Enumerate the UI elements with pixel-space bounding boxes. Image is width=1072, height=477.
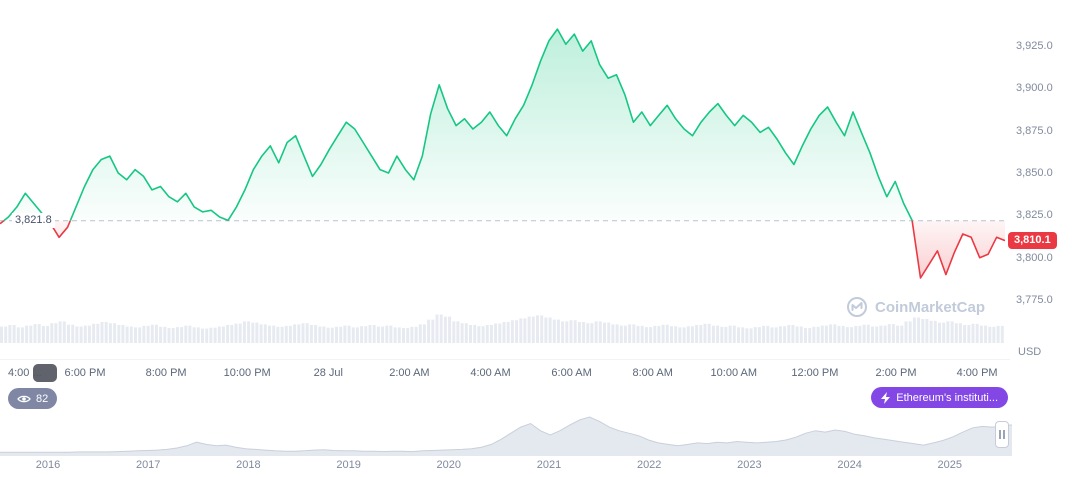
volume-bars — [0, 314, 1004, 343]
previous-close-label: 3,821.8 — [12, 212, 55, 228]
currency-unit-label: USD — [1018, 346, 1042, 358]
x-axis-label: 10:00 PM — [223, 367, 271, 379]
navigator-resize-handle[interactable] — [995, 421, 1009, 448]
watermark-text: CoinMarketCap — [875, 298, 986, 316]
coinmarketcap-logo-icon — [847, 297, 867, 317]
time-axis[interactable]: 4:00 ... 6:00 PM 8:00 PM 10:00 PM 28 Jul 2:00… — [0, 359, 1010, 386]
watchers-badge[interactable]: 82 — [8, 388, 58, 409]
navigator-year-label: 2016 — [35, 459, 61, 471]
coinmarketcap-watermark: CoinMarketCap — [846, 296, 985, 318]
y-axis-label: 3,800.0 — [1016, 251, 1053, 264]
navigator-year-label: 2024 — [837, 459, 862, 471]
y-axis-label: 3,775.0 — [1016, 294, 1053, 306]
x-axis-label: 4:00 PM — [956, 367, 998, 379]
navigator-line — [0, 416, 1012, 453]
x-axis-label: 10:00 AM — [710, 367, 758, 379]
y-axis-label: 3,875.0 — [1016, 124, 1053, 137]
x-axis-label: 12:00 PM — [791, 367, 839, 379]
navigator-year-label: 2017 — [135, 459, 161, 471]
watchers-count: 82 — [36, 392, 49, 405]
x-axis-label: 6:00 PM — [64, 367, 106, 379]
price-line-up-segments — [2, 28, 913, 221]
navigator-year-label: 2018 — [236, 459, 261, 471]
price-area-above-baseline — [0, 29, 1005, 221]
x-axis-label: 28 Jul — [313, 367, 343, 379]
navigator-year-label: 2025 — [937, 459, 963, 471]
news-badge[interactable]: Ethereum's instituti... — [871, 387, 1008, 408]
time-axis-overlay-pill[interactable] — [33, 364, 57, 382]
navigator-year-label: 2020 — [436, 459, 462, 471]
lightning-icon — [881, 391, 891, 404]
x-axis-label: 2:00 PM — [875, 367, 917, 379]
y-axis-label: 3,900.0 — [1016, 82, 1053, 95]
x-axis-label: 2:00 AM — [389, 367, 430, 379]
x-axis-label: 4:00 AM — [470, 367, 511, 379]
news-badge-label: Ethereum's instituti... — [896, 391, 998, 404]
range-navigator[interactable] — [0, 414, 1012, 456]
x-axis-label: 8:00 AM — [632, 367, 673, 379]
navigator-year-label: 2021 — [536, 459, 562, 471]
y-axis-label: 3,825.0 — [1016, 209, 1053, 222]
price-chart-canvas[interactable] — [0, 0, 1010, 345]
x-axis-label: 8:00 PM — [145, 367, 187, 379]
navigator-year-label: 2023 — [737, 459, 762, 471]
y-axis-label: 3,925.0 — [1016, 40, 1053, 52]
eye-icon — [17, 395, 31, 402]
navigator-year-label: 2019 — [336, 459, 361, 471]
y-axis-label: 3,850.0 — [1016, 167, 1053, 179]
navigator-year-label: 2022 — [636, 459, 662, 471]
x-axis-label: 6:00 AM — [551, 367, 592, 379]
current-price-badge: 3,810.1 — [1008, 231, 1057, 249]
